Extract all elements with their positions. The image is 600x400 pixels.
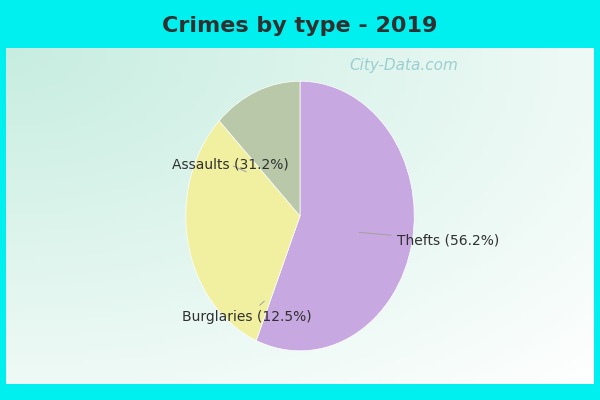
Text: City-Data.com: City-Data.com xyxy=(349,58,458,73)
Text: Assaults (31.2%): Assaults (31.2%) xyxy=(172,158,289,172)
Text: Burglaries (12.5%): Burglaries (12.5%) xyxy=(182,301,311,324)
Text: Thefts (56.2%): Thefts (56.2%) xyxy=(359,232,499,247)
Wedge shape xyxy=(256,81,414,351)
Wedge shape xyxy=(219,81,300,216)
Wedge shape xyxy=(186,121,300,340)
Text: Crimes by type - 2019: Crimes by type - 2019 xyxy=(163,16,437,36)
